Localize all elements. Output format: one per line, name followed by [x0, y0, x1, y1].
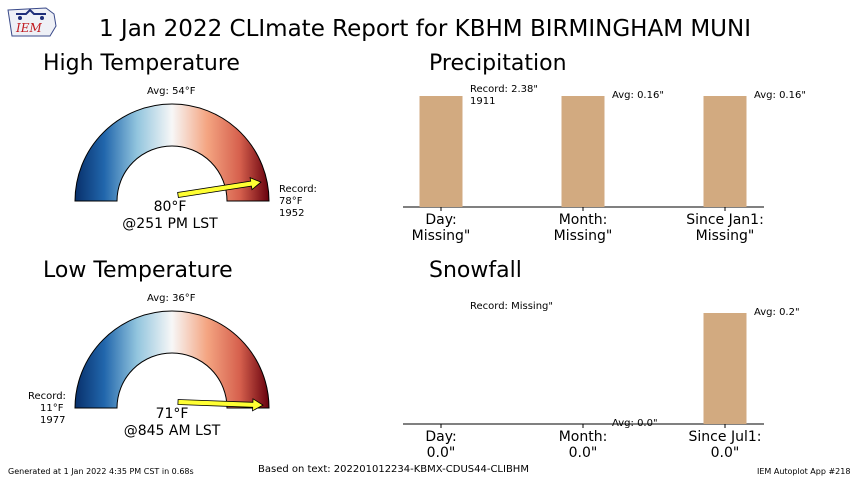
high-record-year: 1952	[279, 208, 305, 219]
footer-generated: Generated at 1 Jan 2022 4:35 PM CST in 0…	[8, 467, 194, 476]
precip-month-annotation: Avg: 0.16"	[612, 90, 664, 101]
high-avg-label: Avg: 54°F	[147, 86, 196, 97]
low-gauge-arc	[74, 310, 270, 409]
snowfall-title: Snowfall	[429, 258, 522, 283]
precip-bar-1	[561, 96, 605, 207]
high-gauge-arc	[74, 103, 270, 202]
snow-day-label: Day:	[425, 429, 457, 445]
snowfall-bar-chart	[403, 313, 764, 428]
snow-month-value: 0.0"	[568, 445, 598, 461]
page-title: 1 Jan 2022 CLImate Report for KBHM BIRMI…	[98, 16, 752, 42]
snow-jul1-annotation: Avg: 0.2"	[754, 307, 800, 318]
high-temp-gauge	[74, 103, 270, 202]
snow-month-label: Month:	[558, 429, 608, 445]
low-time: @845 AM LST	[123, 423, 221, 439]
precip-jan1-label: Since Jan1:	[686, 212, 764, 228]
snow-bar-2	[703, 313, 747, 424]
high-record-label: Record:	[279, 184, 317, 195]
precip-day-value: Missing"	[411, 228, 471, 244]
snow-jul1-value: 0.0"	[710, 445, 740, 461]
low-value: 71°F	[155, 406, 189, 422]
logo-text: IEM	[16, 21, 42, 35]
high-record-value: 78°F	[279, 196, 303, 207]
precip-month-label: Month:	[558, 212, 608, 228]
low-avg-label: Avg: 36°F	[147, 293, 196, 304]
precip-jan1-value: Missing"	[695, 228, 755, 244]
low-temp-gauge	[74, 310, 270, 412]
snow-day-annotation: Record: Missing"	[470, 301, 553, 312]
precip-month-value: Missing"	[553, 228, 613, 244]
iem-logo-graphic	[7, 7, 57, 37]
footer-source: Based on text: 202201012234-KBMX-CDUS44-…	[258, 464, 529, 475]
high-temp-title: High Temperature	[43, 51, 240, 76]
snow-month-annotation: Avg: 0.0"	[612, 418, 658, 429]
high-time: @251 PM LST	[122, 216, 218, 232]
footer-app: IEM Autoplot App #218	[757, 467, 850, 476]
low-record-year: 1977	[40, 415, 66, 426]
precip-day-label: Day:	[425, 212, 457, 228]
snow-jul1-label: Since Jul1:	[688, 429, 762, 445]
low-value-pointer	[177, 398, 264, 412]
iem-logo[interactable]: IEM	[6, 4, 58, 40]
snow-day-value: 0.0"	[426, 445, 456, 461]
low-record-value: 11°F	[40, 403, 64, 414]
high-value-pointer	[177, 177, 262, 198]
precip-title: Precipitation	[429, 51, 567, 76]
precip-bar-chart	[403, 96, 764, 211]
precip-bar-0	[419, 96, 463, 207]
low-temp-title: Low Temperature	[43, 258, 233, 283]
high-value: 80°F	[153, 199, 187, 215]
precip-jan1-annotation: Avg: 0.16"	[754, 90, 806, 101]
precip-bar-2	[703, 96, 747, 207]
precip-day-annotation: Record: 2.38"	[470, 84, 538, 95]
low-record-label: Record:	[28, 391, 66, 402]
precip-day-record-year: 1911	[470, 96, 496, 107]
